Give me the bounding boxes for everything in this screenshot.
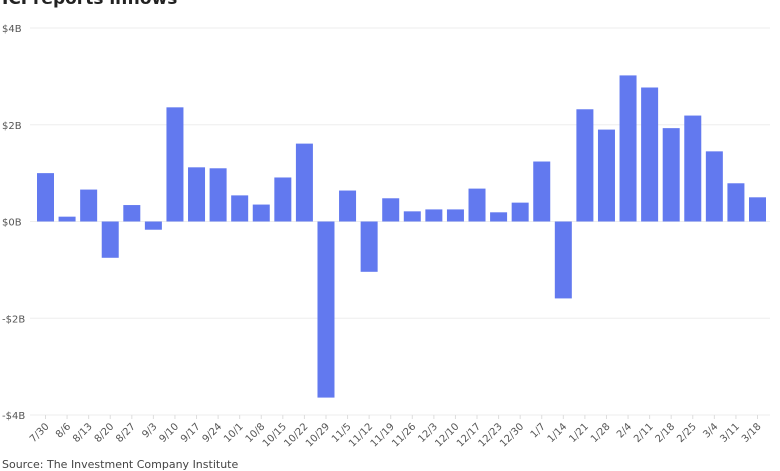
- bar: [382, 198, 400, 222]
- bar: [619, 75, 637, 222]
- x-tick-label: 9/10: [157, 421, 181, 445]
- bar: [252, 204, 270, 222]
- bar: [641, 87, 659, 222]
- y-tick-label: $0B: [2, 218, 22, 229]
- bar: [597, 129, 615, 222]
- bar: [360, 221, 378, 272]
- x-tick-label: 2/11: [632, 421, 656, 445]
- bar: [446, 209, 464, 222]
- bar: [58, 216, 76, 222]
- x-tick-label: 2/18: [654, 421, 678, 445]
- x-tick-label: 8/20: [93, 421, 117, 445]
- bar: [166, 107, 184, 222]
- x-tick-label: 10/29: [304, 421, 332, 449]
- x-tick-label: 8/27: [114, 421, 138, 445]
- bar: [576, 109, 594, 222]
- bar: [80, 189, 98, 222]
- x-tick-label: 12/30: [498, 421, 526, 449]
- bar: [554, 221, 572, 299]
- y-tick-label: $2B: [2, 121, 22, 132]
- bar: [403, 211, 421, 222]
- bar: [749, 197, 766, 222]
- bar: [490, 212, 508, 222]
- x-tick-label: 10/1: [222, 421, 246, 445]
- bar: [662, 128, 680, 222]
- y-tick-label: -$4B: [2, 411, 25, 422]
- source-note: Source: The Investment Company Institute: [2, 458, 239, 471]
- x-tick-label: 11/26: [390, 421, 418, 449]
- x-tick-label: 1/14: [546, 421, 570, 445]
- x-tick-label: 9/17: [179, 421, 203, 445]
- x-tick-label: 1/28: [589, 421, 613, 445]
- bar: [123, 205, 141, 222]
- bar: [295, 143, 313, 222]
- bar: [684, 115, 702, 222]
- bar: [533, 161, 551, 222]
- bar: [511, 202, 529, 222]
- x-tick-label: 9/24: [201, 421, 225, 445]
- x-tick-label: 3/11: [718, 421, 742, 445]
- y-tick-label: $4B: [2, 24, 22, 35]
- bar: [274, 177, 292, 222]
- bar: [101, 221, 119, 258]
- x-tick-label: 1/21: [567, 421, 591, 445]
- x-tick-label: 3/18: [740, 421, 764, 445]
- bar: [339, 190, 357, 222]
- bar: [425, 209, 443, 222]
- bar: [188, 167, 206, 222]
- bar: [468, 188, 486, 222]
- x-tick-label: 8/13: [71, 421, 95, 445]
- bar: [727, 183, 745, 222]
- x-tick-label: 2/25: [675, 421, 699, 445]
- bar: [317, 221, 335, 398]
- bar: [231, 195, 249, 222]
- bar: [209, 168, 227, 222]
- y-tick-label: -$2B: [2, 314, 25, 325]
- bar: [705, 151, 723, 222]
- bar: [37, 173, 54, 222]
- bar: [144, 221, 162, 230]
- chart-title: ICI reports inflows: [2, 0, 177, 9]
- x-tick-label: 7/30: [28, 421, 52, 445]
